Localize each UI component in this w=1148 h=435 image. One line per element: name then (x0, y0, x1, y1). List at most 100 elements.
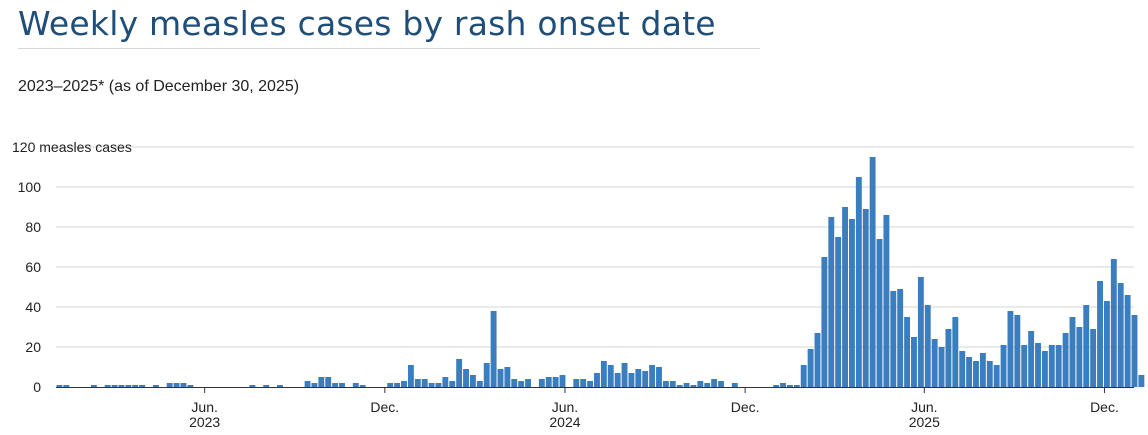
bar (311, 383, 318, 387)
bar (456, 359, 463, 387)
bar (304, 381, 311, 387)
bar (897, 289, 904, 387)
bar (959, 351, 966, 387)
bar (1138, 375, 1145, 387)
bar (559, 375, 566, 387)
bar (1041, 351, 1048, 387)
bar (1007, 311, 1014, 387)
bar (263, 385, 270, 387)
bar (966, 357, 973, 387)
bar (1103, 301, 1110, 387)
bar (249, 385, 256, 387)
bar (1048, 345, 1055, 387)
y-tick-label-40: 40 (25, 299, 41, 315)
bar (359, 385, 366, 387)
bar (1000, 345, 1007, 387)
bar (793, 385, 800, 387)
chart-title: Weekly measles cases by rash onset date (18, 4, 716, 43)
bar (621, 363, 628, 387)
bar (573, 379, 580, 387)
bar (1069, 317, 1076, 387)
bar (711, 379, 718, 387)
chart-subtitle: 2023–2025* (as of December 30, 2025) (18, 78, 300, 95)
bar (463, 369, 469, 387)
bar (780, 383, 786, 387)
bar (855, 177, 862, 387)
bar (683, 383, 690, 387)
bar (401, 381, 407, 387)
bar (931, 339, 938, 387)
x-tick-label: Dec. (731, 399, 760, 415)
bar (1110, 259, 1117, 387)
x-year-label: 2025 (909, 414, 940, 430)
bar (1055, 345, 1062, 387)
bar (518, 381, 525, 387)
bar (483, 363, 490, 387)
y-tick-label-0: 0 (33, 379, 41, 395)
bar (504, 367, 511, 387)
bar (407, 365, 414, 387)
bar (125, 385, 132, 387)
bar (476, 381, 483, 387)
title-divider (18, 48, 760, 49)
bar (773, 385, 780, 387)
bar (139, 385, 146, 387)
bar (704, 383, 711, 387)
bar (718, 381, 724, 387)
bar (676, 385, 683, 387)
bar (421, 379, 428, 387)
bar (511, 379, 518, 387)
bar (428, 383, 435, 387)
bar (642, 371, 649, 387)
y-axis-labels: 0 20 40 60 80 100 120 measles cases (12, 139, 132, 395)
bar (835, 237, 842, 387)
bar (993, 365, 1000, 387)
bar (1090, 329, 1097, 387)
bar (697, 381, 704, 387)
bar (952, 317, 959, 387)
bar (1131, 315, 1138, 387)
bar (1014, 315, 1021, 387)
bar (614, 373, 621, 387)
bar (490, 311, 497, 387)
bar (938, 347, 945, 387)
bar (63, 385, 70, 387)
bar (56, 385, 63, 387)
bar (904, 317, 911, 387)
bar (594, 373, 600, 387)
y-tick-label-120: 120 measles cases (12, 139, 132, 155)
bar (166, 383, 173, 387)
bar (352, 383, 359, 387)
bar (973, 361, 979, 387)
y-tick-label-20: 20 (25, 339, 41, 355)
x-tick-label: Jun. (911, 399, 937, 415)
bar (979, 353, 986, 387)
bar (814, 333, 821, 387)
bar (786, 385, 793, 387)
bar (1117, 283, 1124, 387)
bar (1076, 327, 1083, 387)
bar (538, 379, 545, 387)
bar (469, 375, 476, 387)
bar (442, 377, 449, 387)
bar (883, 215, 890, 387)
gridlines (56, 146, 1134, 348)
bar (807, 349, 814, 387)
bar (111, 385, 118, 387)
bar (986, 361, 993, 387)
bar (525, 379, 532, 387)
bar (325, 377, 332, 387)
bar (118, 385, 125, 387)
bar (497, 369, 504, 387)
bar (635, 369, 642, 387)
bar (842, 207, 849, 387)
bar (180, 383, 187, 387)
bar (849, 219, 855, 387)
bar (132, 385, 139, 387)
bar (628, 373, 635, 387)
bar (924, 305, 931, 387)
bar (552, 377, 559, 387)
bar (90, 385, 97, 387)
bar (669, 381, 676, 387)
